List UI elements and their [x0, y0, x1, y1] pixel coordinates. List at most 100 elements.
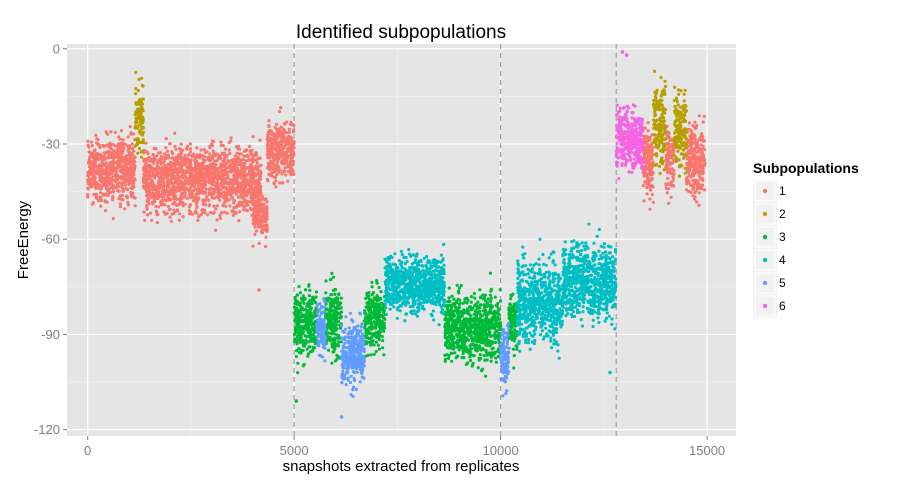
data-point	[690, 132, 694, 137]
data-point	[367, 340, 371, 344]
data-point	[242, 176, 246, 180]
data-point	[231, 184, 235, 188]
data-point	[306, 352, 310, 356]
data-point	[256, 217, 260, 221]
data-point	[698, 186, 703, 190]
data-point	[336, 300, 340, 304]
data-point	[241, 171, 245, 175]
data-point	[647, 180, 651, 184]
data-point	[299, 333, 303, 337]
data-point	[377, 347, 381, 351]
data-point	[280, 133, 284, 137]
data-point	[220, 165, 224, 169]
data-point	[331, 303, 335, 307]
data-point	[691, 169, 696, 173]
data-point	[292, 153, 296, 157]
data-point	[381, 339, 385, 343]
data-point	[379, 326, 383, 330]
data-point	[155, 221, 159, 225]
data-point	[212, 179, 216, 183]
data-point	[269, 139, 273, 144]
data-point	[310, 300, 314, 304]
data-point	[221, 159, 225, 163]
data-point	[194, 159, 199, 163]
data-point	[314, 306, 318, 310]
data-point	[380, 334, 384, 339]
data-point	[242, 208, 246, 212]
data-point	[132, 173, 136, 177]
data-point	[174, 166, 178, 170]
data-point	[328, 338, 332, 343]
data-point	[233, 172, 238, 176]
data-point	[188, 212, 192, 216]
data-point	[253, 225, 257, 229]
data-point	[132, 149, 136, 153]
data-point	[667, 201, 671, 205]
data-point	[116, 162, 120, 166]
data-point	[307, 334, 311, 338]
data-point	[363, 316, 367, 320]
data-point	[650, 192, 654, 197]
data-point	[681, 128, 685, 132]
data-point	[661, 162, 665, 166]
data-point	[159, 199, 163, 203]
data-point	[381, 346, 385, 350]
data-point	[101, 192, 105, 196]
data-point	[214, 207, 218, 211]
data-point	[659, 94, 663, 98]
data-point	[92, 179, 96, 183]
data-point	[184, 170, 188, 174]
data-point	[158, 159, 162, 163]
data-point	[185, 196, 189, 200]
data-point	[661, 120, 665, 125]
data-point	[236, 183, 240, 187]
data-point	[124, 143, 128, 147]
data-point	[687, 160, 692, 164]
data-point	[103, 199, 107, 204]
data-point	[369, 322, 373, 326]
data-point	[148, 169, 152, 173]
data-point	[684, 137, 688, 141]
data-point	[642, 199, 646, 203]
data-point	[294, 300, 298, 305]
data-point	[289, 120, 293, 124]
data-point	[168, 181, 172, 185]
data-point	[452, 297, 456, 301]
data-point	[221, 204, 225, 208]
data-point	[674, 119, 678, 123]
data-point	[333, 359, 338, 363]
data-point	[215, 152, 219, 156]
data-point	[106, 144, 110, 148]
data-point	[121, 171, 125, 175]
data-point	[91, 163, 95, 167]
data-point	[109, 143, 113, 147]
data-point	[659, 76, 663, 80]
data-point	[198, 173, 202, 177]
data-point	[116, 189, 120, 193]
data-point	[697, 203, 701, 207]
data-point	[249, 170, 253, 174]
data-point	[373, 334, 377, 338]
data-point	[307, 294, 311, 298]
data-point	[147, 181, 151, 185]
data-point	[656, 146, 660, 150]
data-point	[327, 316, 331, 320]
data-point	[176, 209, 180, 213]
data-point	[164, 137, 168, 141]
data-point	[679, 89, 683, 93]
data-point	[133, 155, 137, 159]
data-point	[498, 288, 502, 292]
data-point	[302, 362, 306, 367]
data-point	[219, 211, 223, 215]
data-point	[648, 188, 653, 192]
data-point	[95, 137, 99, 141]
data-point	[213, 166, 217, 170]
data-point	[689, 190, 693, 195]
data-point	[381, 315, 385, 320]
data-point	[154, 204, 158, 209]
data-point	[654, 162, 659, 166]
data-point	[234, 160, 238, 164]
data-point	[647, 153, 651, 157]
data-point	[672, 158, 676, 162]
data-point	[145, 207, 149, 211]
